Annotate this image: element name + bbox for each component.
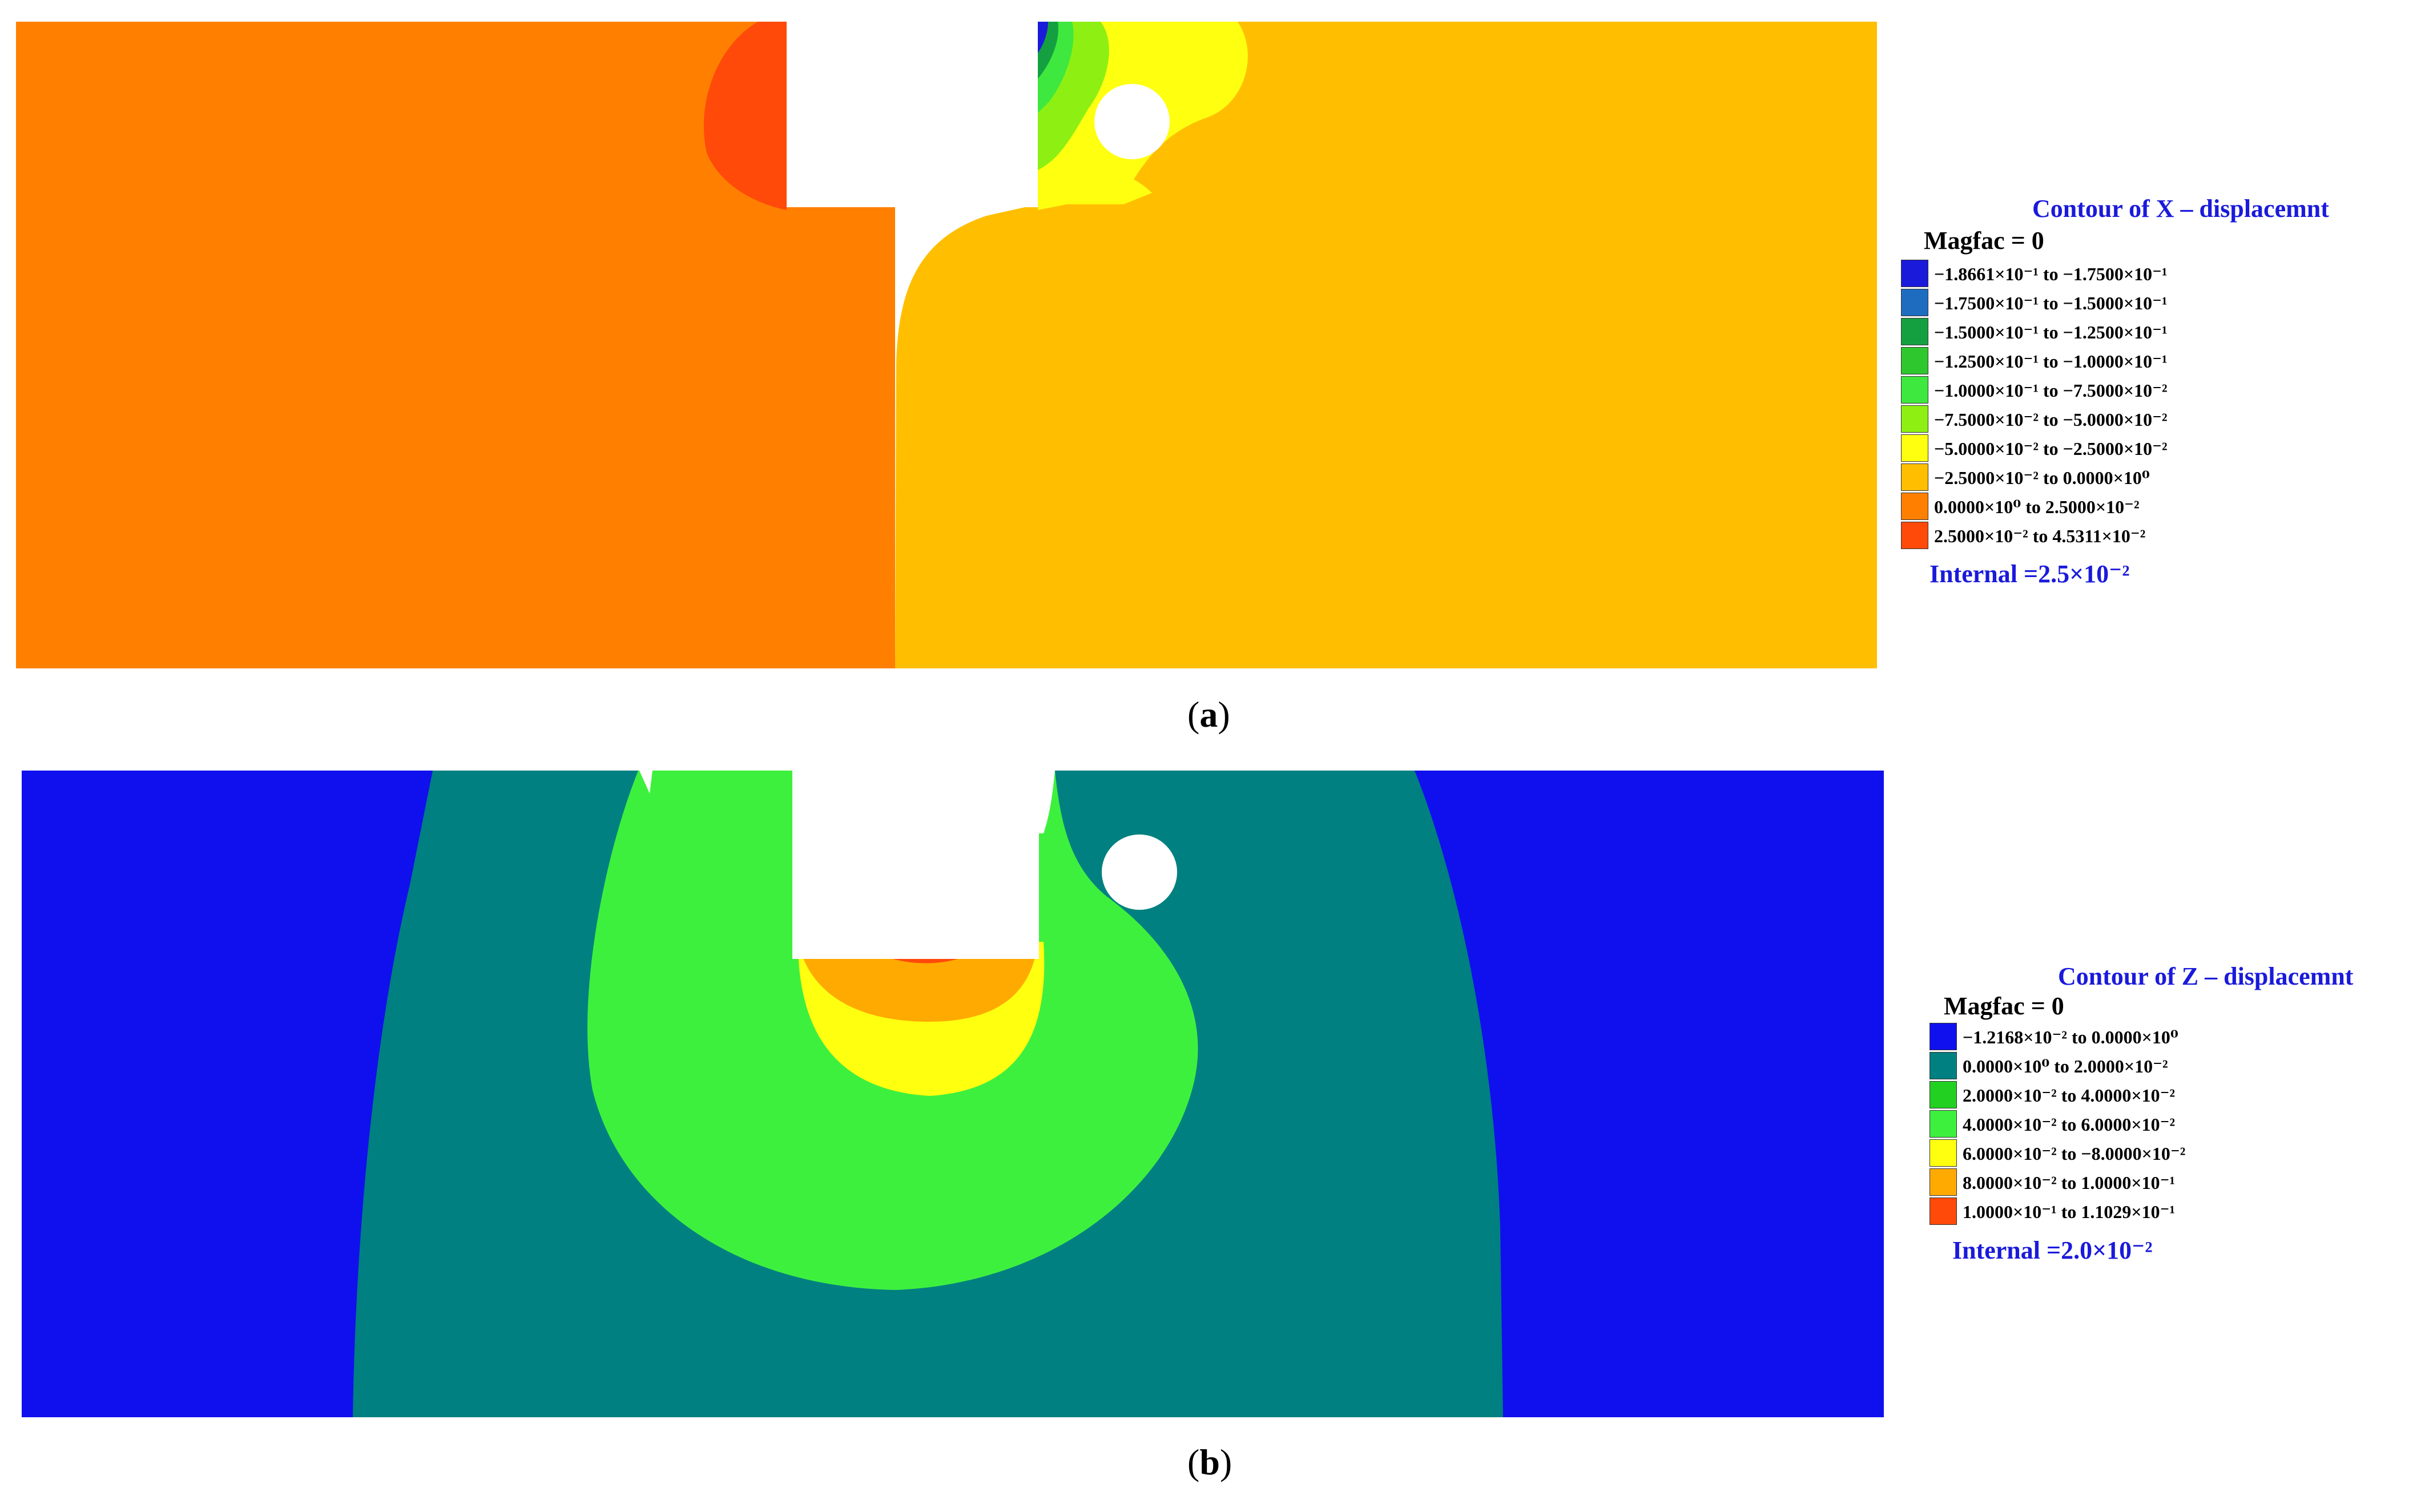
notch-gap <box>639 771 652 793</box>
legend-a: Contour of X – displacemnt Magfac = 0 −1… <box>1901 194 2415 594</box>
region-red <box>703 22 787 210</box>
range-label: 0.0000×10⁰ to 2.0000×10⁻² <box>1963 1056 2168 1076</box>
range-label: 2.5000×10⁻² to 4.5311×10⁻² <box>1934 526 2146 546</box>
range-label: −5.0000×10⁻² to −2.5000×10⁻² <box>1934 438 2168 459</box>
circular-hole <box>1102 834 1177 910</box>
range-label: 8.0000×10⁻² to 1.0000×10⁻¹ <box>1963 1172 2176 1193</box>
range-label: 1.0000×10⁻¹ to 1.1029×10⁻¹ <box>1963 1201 2176 1222</box>
legend-title: Contour of Z – displacemnt <box>2058 962 2354 990</box>
notch-gap <box>1039 771 1055 833</box>
legend-title: Contour of X – displacemnt <box>2032 195 2329 223</box>
color-swatch <box>1901 289 1928 316</box>
panel-a: Contour of X – displacemnt Magfac = 0 −1… <box>16 22 2415 735</box>
color-swatch <box>1929 1052 1957 1079</box>
color-swatch <box>1929 1110 1957 1138</box>
caption-letter: a <box>1199 694 1218 735</box>
range-label: −1.0000×10⁻¹ to −7.5000×10⁻² <box>1934 380 2168 401</box>
circular-hole <box>1094 84 1170 159</box>
range-label: −7.5000×10⁻² to −5.0000×10⁻² <box>1934 409 2168 430</box>
slot-notch <box>787 22 1038 207</box>
legend-b: Contour of Z – displacemnt Magfac = 0 −1… <box>1912 962 2426 1327</box>
color-swatch <box>1901 434 1928 462</box>
panel-caption-b: (b) <box>1187 1442 1232 1482</box>
region-gold <box>895 22 1877 668</box>
x-displacement-contour-plot <box>16 22 1877 668</box>
range-label: −1.7500×10⁻¹ to −1.5000×10⁻¹ <box>1934 293 2168 313</box>
z-displacement-contour-plot <box>22 771 1884 1417</box>
range-label: −1.2500×10⁻¹ to −1.0000×10⁻¹ <box>1934 351 2168 372</box>
range-label: 0.0000×10⁰ to 2.5000×10⁻² <box>1934 497 2140 517</box>
color-swatch <box>1901 405 1928 433</box>
range-label: 4.0000×10⁻² to 6.0000×10⁻² <box>1963 1114 2176 1135</box>
color-swatch <box>1901 493 1928 520</box>
color-swatch <box>1901 376 1928 404</box>
panel-caption-a: (a) <box>1187 694 1230 735</box>
region-orange <box>16 22 895 668</box>
range-label: −1.8661×10⁻¹ to −1.7500×10⁻¹ <box>1934 264 2168 284</box>
color-swatch <box>1901 463 1928 491</box>
region-orange <box>798 942 1038 1022</box>
color-swatch <box>1929 1197 1957 1225</box>
color-swatch <box>1929 1023 1957 1050</box>
color-swatch <box>1929 1139 1957 1167</box>
color-swatch <box>1901 522 1928 549</box>
range-label: 2.0000×10⁻² to 4.0000×10⁻² <box>1963 1085 2176 1106</box>
color-swatch <box>1929 1081 1957 1108</box>
interval-label: Internal =2.0×10⁻² <box>1952 1236 2153 1264</box>
slot-notch <box>792 771 1039 959</box>
magfac-label: Magfac = 0 <box>1924 227 2044 255</box>
interval-label: Internal =2.5×10⁻² <box>1929 560 2130 588</box>
range-label: 6.0000×10⁻² to −8.0000×10⁻² <box>1963 1143 2186 1164</box>
range-label: −2.5000×10⁻² to 0.0000×10⁰ <box>1934 467 2150 488</box>
color-swatch <box>1901 318 1928 345</box>
color-swatch <box>1901 347 1928 374</box>
region-blue <box>1038 22 1048 53</box>
range-label: −1.2168×10⁻² to 0.0000×10⁰ <box>1963 1027 2178 1047</box>
color-swatch <box>1901 260 1928 287</box>
panel-b: Contour of Z – displacemnt Magfac = 0 −1… <box>0 759 2429 1512</box>
range-label: −1.5000×10⁻¹ to −1.2500×10⁻¹ <box>1934 322 2168 342</box>
magfac-label: Magfac = 0 <box>1944 992 2064 1020</box>
caption-letter: b <box>1199 1442 1220 1482</box>
region-yellow-small <box>1055 164 1152 204</box>
color-swatch <box>1929 1168 1957 1196</box>
